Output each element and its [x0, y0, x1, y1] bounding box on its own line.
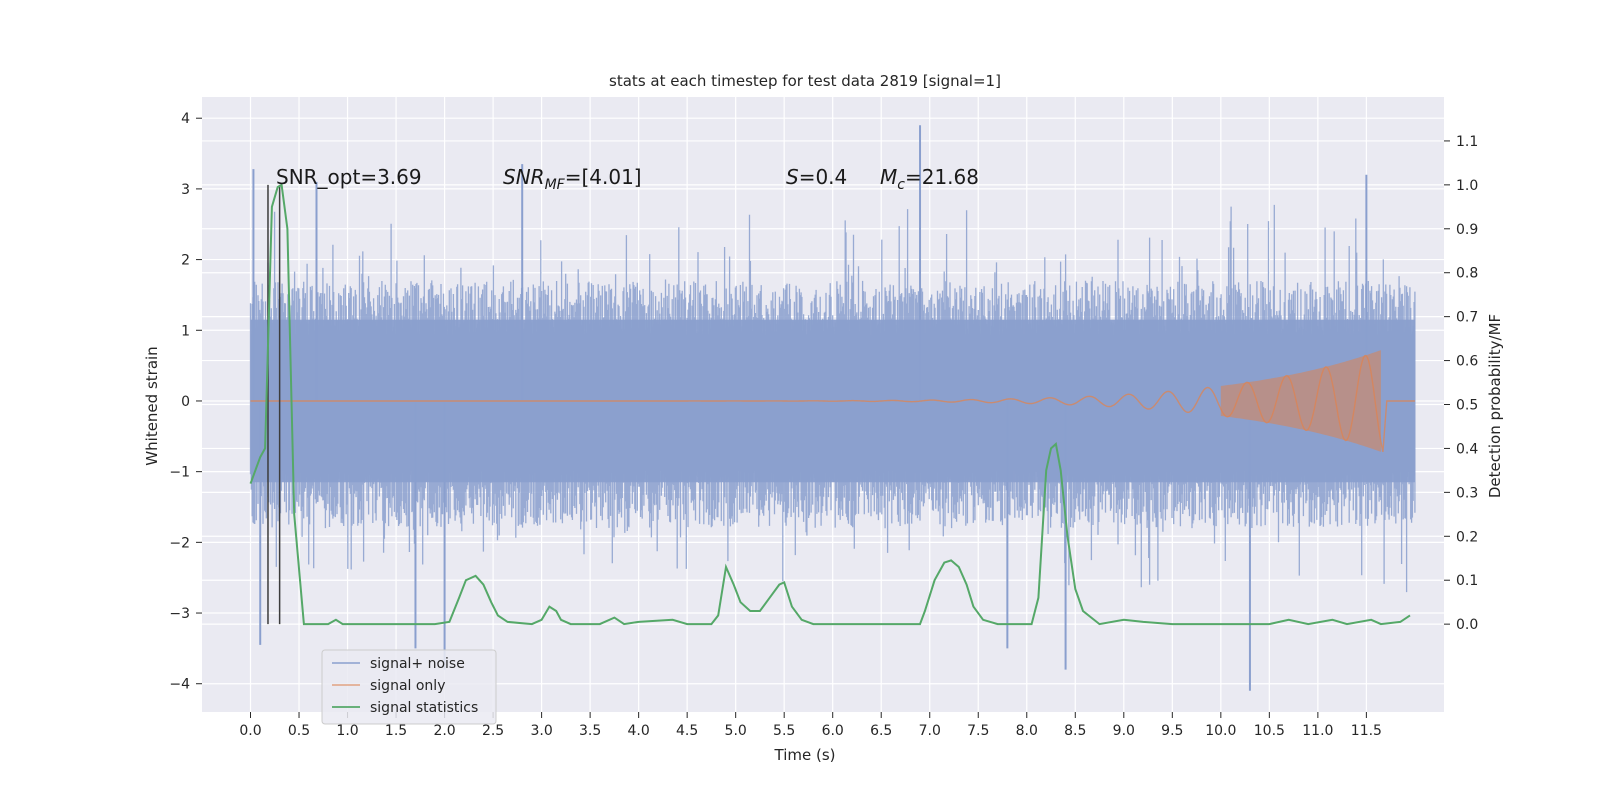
signal-trace — [250, 354, 1415, 453]
vertical-markers — [267, 184, 281, 625]
x-tick-label: 5.0 — [725, 723, 747, 739]
annotation-snr-mf: SNRMF=[4.01] — [503, 165, 642, 193]
legend-label-signal-statistics: signal statistics — [370, 700, 478, 716]
y-right-tick-label: 1.0 — [1456, 178, 1478, 194]
x-tick-label: 7.5 — [967, 723, 989, 739]
y-tick-label: 0 — [181, 394, 190, 410]
x-tick-label: 8.0 — [1016, 723, 1038, 739]
annotation-mc: Mc=21.68 — [880, 165, 979, 193]
x-tick-label: 9.0 — [1113, 723, 1135, 739]
y-right-tick-label: 0.3 — [1456, 485, 1478, 501]
x-tick-label: 8.5 — [1064, 723, 1086, 739]
x-tick-label: 6.5 — [870, 723, 892, 739]
y-right-tick-label: 0.9 — [1456, 222, 1478, 238]
annotation-mc-symbol: M — [880, 165, 897, 189]
annotation-snr-opt: SNR_opt=3.69 — [276, 165, 422, 189]
annotation-s-symbol: S — [786, 165, 799, 189]
y-tick-label: 1 — [181, 323, 190, 339]
x-tick-label: 0.0 — [239, 723, 261, 739]
legend-box — [321, 649, 497, 725]
x-tick-label: 1.0 — [336, 723, 358, 739]
annotation-snr-mf-subscript: MF — [545, 177, 566, 193]
statistics-line — [249, 183, 1411, 626]
x-tick-label: 7.0 — [919, 723, 941, 739]
y-tick-label: −1 — [169, 465, 190, 481]
signal-envelope — [1220, 350, 1381, 452]
x-tick-label: 10.5 — [1254, 723, 1285, 739]
annotation-mc-subscript: c — [897, 177, 905, 193]
x-tick-label: 10.0 — [1205, 723, 1236, 739]
x-tick-label: 3.5 — [579, 723, 601, 739]
x-tick-label: 4.0 — [628, 723, 650, 739]
x-tick-label: 2.0 — [433, 723, 455, 739]
y-axis-right-label: Detection probability/MF — [1486, 314, 1504, 498]
legend: signal+ noise signal only signal statist… — [321, 649, 497, 725]
annotation-s-value: =0.4 — [799, 165, 848, 189]
x-tick-label: 6.0 — [822, 723, 844, 739]
y-tick-label: 3 — [181, 182, 190, 198]
y-right-tick-label: 0.2 — [1456, 529, 1478, 545]
annotation-snr-mf-value: =[4.01] — [565, 165, 642, 189]
series-signal-only — [250, 350, 1415, 453]
y-right-tick-label: 0.1 — [1456, 573, 1478, 589]
y-tick-label: −4 — [169, 677, 190, 693]
y-right-tick-label: 0.4 — [1456, 441, 1478, 457]
y-right-tick-label: 1.1 — [1456, 134, 1478, 150]
chart-title: stats at each timestep for test data 281… — [609, 72, 1001, 90]
x-tick-label: 1.5 — [385, 723, 407, 739]
y-right-tick-label: 0.8 — [1456, 266, 1478, 282]
y-axis-right-ticks: 1.1 1.0 0.9 0.8 0.7 0.6 0.5 0.4 0.3 0.2 0.1 0.0 — [1444, 134, 1478, 633]
y-tick-label: 4 — [181, 111, 190, 127]
x-tick-label: 9.5 — [1161, 723, 1183, 739]
y-right-tick-label: 0.5 — [1456, 398, 1478, 414]
x-tick-label: 11.5 — [1351, 723, 1382, 739]
y-right-tick-label: 0.6 — [1456, 354, 1478, 370]
x-tick-label: 5.5 — [773, 723, 795, 739]
annotation-mc-value: =21.68 — [905, 165, 979, 189]
series-signal-statistics — [249, 183, 1411, 626]
annotation-snr-mf-base: SNR — [503, 165, 545, 189]
x-tick-label: 0.5 — [288, 723, 310, 739]
y-axis-ticks: 4 3 2 1 0 −1 −2 −3 −4 — [169, 111, 202, 693]
x-axis-label: Time (s) — [774, 746, 836, 764]
legend-label-signal-only: signal only — [370, 678, 445, 694]
x-tick-label: 2.5 — [482, 723, 504, 739]
x-tick-label: 3.0 — [530, 723, 552, 739]
x-axis-ticks: 0.0 0.5 1.0 1.5 2.0 2.5 3.0 3.5 4.0 4.5 5.0 5.5 6.0 6… — [239, 712, 1382, 739]
legend-label-signal-noise: signal+ noise — [370, 656, 465, 672]
x-tick-label: 4.5 — [676, 723, 698, 739]
y-tick-label: 2 — [181, 253, 190, 269]
y-right-tick-label: 0.7 — [1456, 310, 1478, 326]
y-tick-label: −2 — [169, 535, 190, 551]
y-right-tick-label: 0.0 — [1456, 617, 1478, 633]
y-axis-label: Whitened strain — [143, 346, 161, 465]
x-tick-label: 11.0 — [1302, 723, 1333, 739]
annotation-s: S=0.4 — [786, 165, 847, 189]
y-tick-label: −3 — [169, 606, 190, 622]
